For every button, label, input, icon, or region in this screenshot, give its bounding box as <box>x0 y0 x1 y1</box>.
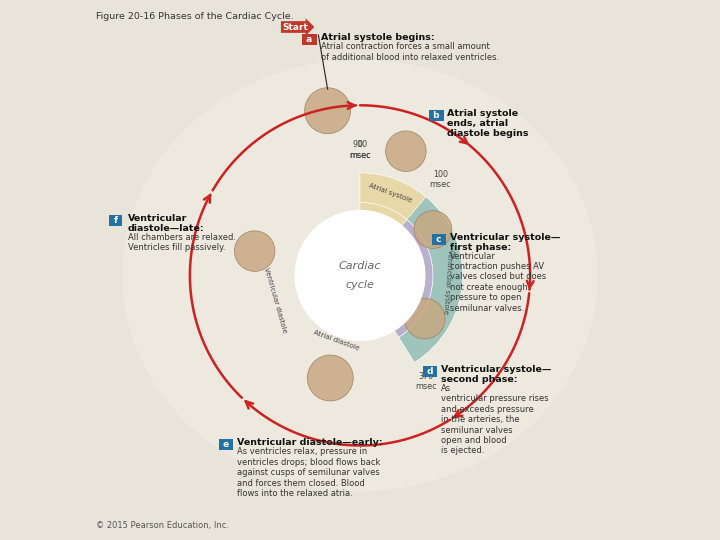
Text: b: b <box>431 111 443 120</box>
Ellipse shape <box>122 59 598 491</box>
Text: 0
msec: 0 msec <box>349 140 371 160</box>
Text: Ventricular diastole: Ventricular diastole <box>264 266 288 333</box>
Text: Atrial systole begins:: Atrial systole begins: <box>320 33 434 42</box>
Text: 370
msec: 370 msec <box>415 372 437 391</box>
Text: Figure 20-16 Phases of the Cardiac Cycle.: Figure 20-16 Phases of the Cardiac Cycle… <box>96 12 294 22</box>
Text: All chambers are relaxed.
Ventricles fill passively.: All chambers are relaxed. Ventricles fil… <box>128 233 236 252</box>
Ellipse shape <box>235 231 275 271</box>
Text: Atrial systole: Atrial systole <box>368 183 413 204</box>
Wedge shape <box>360 173 426 220</box>
Text: © 2015 Pearson Education, Inc.: © 2015 Pearson Education, Inc. <box>96 521 230 530</box>
Text: e: e <box>220 440 232 449</box>
Text: cycle: cycle <box>346 280 374 290</box>
Ellipse shape <box>414 211 452 248</box>
Text: Atrial diastole: Atrial diastole <box>312 329 360 351</box>
Text: Cardiac: Cardiac <box>338 261 382 271</box>
Wedge shape <box>399 197 462 362</box>
Text: d: d <box>423 367 436 376</box>
Text: a: a <box>303 35 315 44</box>
Text: Ventricular
contraction pushes AV
valves closed but does
not create enough
press: Ventricular contraction pushes AV valves… <box>450 252 546 313</box>
Text: Atrial systole
ends, atrial
diastole begins: Atrial systole ends, atrial diastole beg… <box>448 109 529 138</box>
Text: Ventricular systole—
first phase:: Ventricular systole— first phase: <box>450 233 561 252</box>
Text: As ventricles relax, pressure in
ventricles drops; blood flows back
against cusp: As ventricles relax, pressure in ventric… <box>237 447 380 498</box>
Text: Ventricular diastole—early:: Ventricular diastole—early: <box>237 438 382 447</box>
Text: 900
msec: 900 msec <box>349 140 371 160</box>
Text: Atrial contraction forces a small amount
of additional blood into relaxed ventri: Atrial contraction forces a small amount… <box>320 42 499 62</box>
Wedge shape <box>360 173 462 362</box>
Text: c: c <box>433 235 444 244</box>
Text: Ventricular
diastole—late:: Ventricular diastole—late: <box>128 214 204 233</box>
Wedge shape <box>360 202 407 226</box>
Text: As
ventricular pressure rises
and exceeds pressure
in the arteries, the
semiluna: As ventricular pressure rises and exceed… <box>441 384 549 455</box>
Ellipse shape <box>405 298 445 339</box>
Text: Ventricular systole: Ventricular systole <box>442 249 453 314</box>
Text: Ventricular systole—
second phase:: Ventricular systole— second phase: <box>441 365 552 384</box>
Text: Start: Start <box>282 23 308 31</box>
Ellipse shape <box>307 355 354 401</box>
Text: f: f <box>111 216 121 225</box>
Text: 100
msec: 100 msec <box>430 170 451 189</box>
Circle shape <box>295 211 425 340</box>
Wedge shape <box>395 220 433 337</box>
Ellipse shape <box>305 87 351 134</box>
Ellipse shape <box>386 131 426 172</box>
